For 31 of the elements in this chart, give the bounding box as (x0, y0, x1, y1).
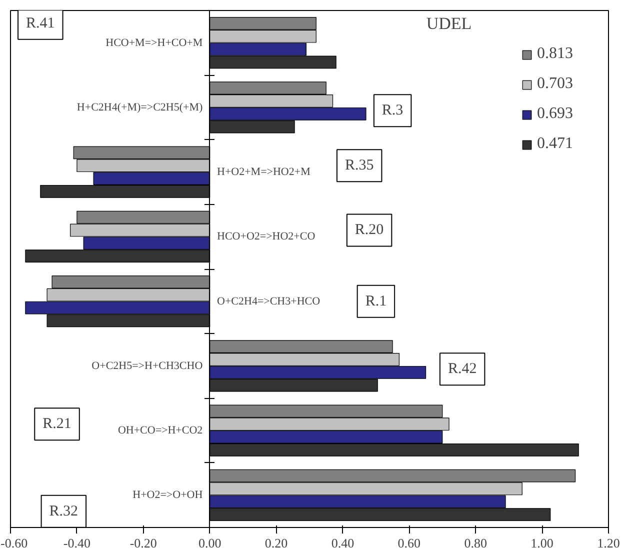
x-tick-label: 0.60 (398, 536, 421, 550)
annotation: R.35 (344, 158, 374, 174)
annotation: R.42 (448, 361, 477, 378)
legend-label: 0.693 (537, 105, 573, 123)
x-tick-label: 0.20 (264, 536, 288, 550)
y-tick-label: HCO+M=>H+CO+M (106, 36, 203, 49)
y-tick-label: H+O2+M=>HO2+M (217, 166, 311, 178)
x-tick-label: -0.60 (0, 536, 28, 550)
annotation: R.21 (42, 416, 72, 432)
x-tick-label: 1.20 (597, 536, 620, 550)
annotation: R.1 (365, 293, 387, 310)
y-tick-label: H+O2=>O+OH (132, 489, 203, 502)
x-tick-label: 0.00 (198, 536, 222, 550)
x-tick-label: 0.40 (331, 536, 354, 550)
legend-label: 0.813 (537, 45, 573, 63)
annotation: R.32 (49, 503, 78, 520)
x-tick-label: -0.20 (130, 536, 157, 550)
x-tick-label: -0.40 (63, 536, 90, 550)
y-tick-label: HCO+O2=>HO2+CO (217, 230, 316, 243)
legend-label: 0.703 (537, 75, 573, 93)
y-tick-label: O+C2H5=>H+CH3CHO (92, 360, 203, 372)
x-tick-label: 1.00 (530, 536, 554, 550)
legend-label: 0.471 (537, 135, 573, 153)
y-tick-label: H+C2H4(+M)=>C2H5(+M) (76, 101, 203, 114)
annotation: R.3 (382, 102, 404, 119)
x-tick-label: 0.80 (464, 536, 487, 550)
annotation: R.20 (354, 222, 384, 238)
annotation: UDEL (426, 14, 472, 33)
y-tick-label: O+C2H4=>CH3+HCO (217, 295, 320, 308)
annotation: R.41 (26, 15, 55, 32)
y-tick-label: OH+CO=>H+CO2 (118, 424, 203, 437)
